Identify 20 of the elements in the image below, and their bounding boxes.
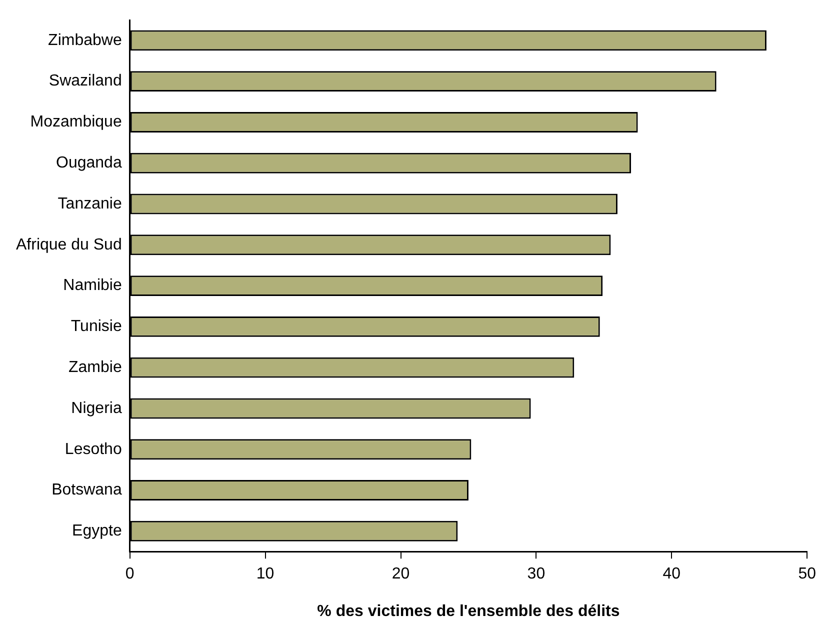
y-tick-label: Ouganda xyxy=(56,154,122,172)
x-tick-label: 0 xyxy=(125,566,134,583)
x-tick-label: 30 xyxy=(527,566,546,583)
y-tick-label: Egypte xyxy=(72,522,122,540)
y-tick-label: Tunisie xyxy=(70,318,122,336)
y-tick-label: Lesotho xyxy=(64,440,122,458)
y-tick-label: Nigeria xyxy=(71,400,122,417)
x-axis-title: % des victimes de l'ensemble des délits xyxy=(317,602,620,620)
x-tick-label: 20 xyxy=(392,566,410,583)
y-tick-label: Tanzanie xyxy=(58,195,122,212)
y-tick-label: Swaziland xyxy=(48,72,122,90)
y-tick-label: Afrique du Sud xyxy=(16,236,122,254)
y-tick-label: Zimbabwe xyxy=(48,32,122,49)
y-tick-label: Mozambique xyxy=(30,114,122,131)
x-tick-label: 50 xyxy=(798,566,816,583)
x-tick-label: 10 xyxy=(256,566,274,583)
y-tick-label: Botswana xyxy=(52,482,122,499)
y-tick-label: Namibie xyxy=(63,277,122,294)
y-tick-label: Zambie xyxy=(68,358,122,376)
x-tick-label: 40 xyxy=(662,566,681,583)
